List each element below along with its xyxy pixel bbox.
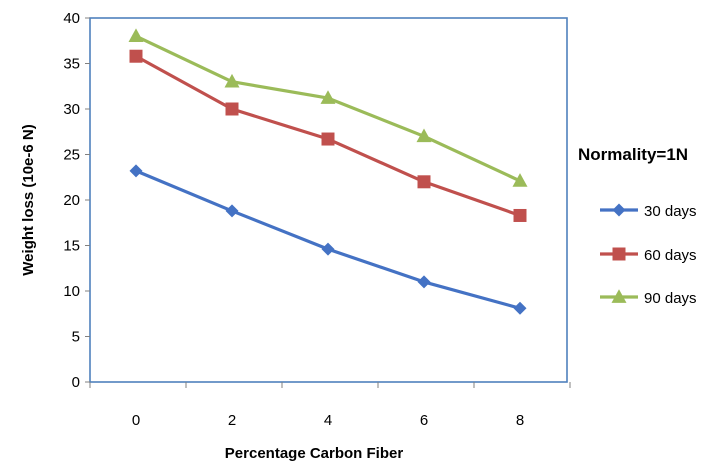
y-tick-label: 0	[72, 374, 80, 391]
y-tick-label: 15	[63, 238, 80, 255]
legend-label: 90 days	[644, 290, 697, 307]
data-point	[129, 164, 143, 178]
legend-item: 60 days	[600, 247, 697, 264]
legend-item: 90 days	[600, 289, 697, 307]
series-30-days	[129, 164, 527, 315]
x-tick-label: 4	[324, 412, 332, 429]
legend-marker	[611, 289, 627, 303]
data-point	[320, 90, 336, 104]
series-layer	[128, 28, 528, 315]
x-tick-label: 2	[228, 412, 236, 429]
y-tick-label: 35	[63, 56, 80, 73]
data-point	[417, 275, 431, 289]
x-tick-label: 6	[420, 412, 428, 429]
data-point	[224, 73, 240, 88]
data-point	[129, 49, 143, 63]
legend-label: 30 days	[644, 203, 697, 220]
y-tick-label: 25	[63, 147, 80, 164]
y-axis-title: Weight loss (10e-6 N)	[20, 124, 37, 275]
data-point	[321, 242, 335, 256]
x-tick-label: 8	[516, 412, 524, 429]
data-point	[417, 175, 431, 189]
plot-area-border	[89, 17, 568, 383]
y-tick-label: 40	[63, 10, 80, 27]
legend-marker	[612, 203, 626, 217]
data-point	[225, 204, 239, 218]
data-point	[416, 128, 432, 143]
legend-item: 30 days	[600, 203, 697, 220]
series-line	[135, 34, 521, 183]
series-60-days	[129, 49, 527, 222]
legend-title: Normality=1N	[578, 145, 688, 164]
series-90-days	[128, 28, 528, 187]
y-tick-label: 30	[63, 101, 80, 118]
data-point	[513, 301, 527, 315]
data-point	[128, 28, 144, 43]
legend-marker	[612, 247, 626, 261]
series-line	[135, 169, 521, 310]
y-tick-label: 20	[63, 192, 80, 209]
data-point	[321, 132, 335, 146]
x-axis-ticks: 0 2 4 6 8	[89, 382, 571, 429]
x-axis-title: Percentage Carbon Fiber	[225, 445, 404, 462]
data-point	[225, 102, 239, 116]
legend-label: 60 days	[644, 247, 697, 264]
legend: 30 days 60 days 90 days	[600, 203, 697, 307]
y-axis-ticks: 0 5 10 15 20 25 30 35 40	[63, 10, 90, 391]
x-tick-label: 0	[132, 412, 140, 429]
y-tick-label: 5	[72, 329, 80, 346]
data-point	[513, 208, 527, 222]
y-tick-label: 10	[63, 283, 80, 300]
data-point	[512, 173, 528, 187]
